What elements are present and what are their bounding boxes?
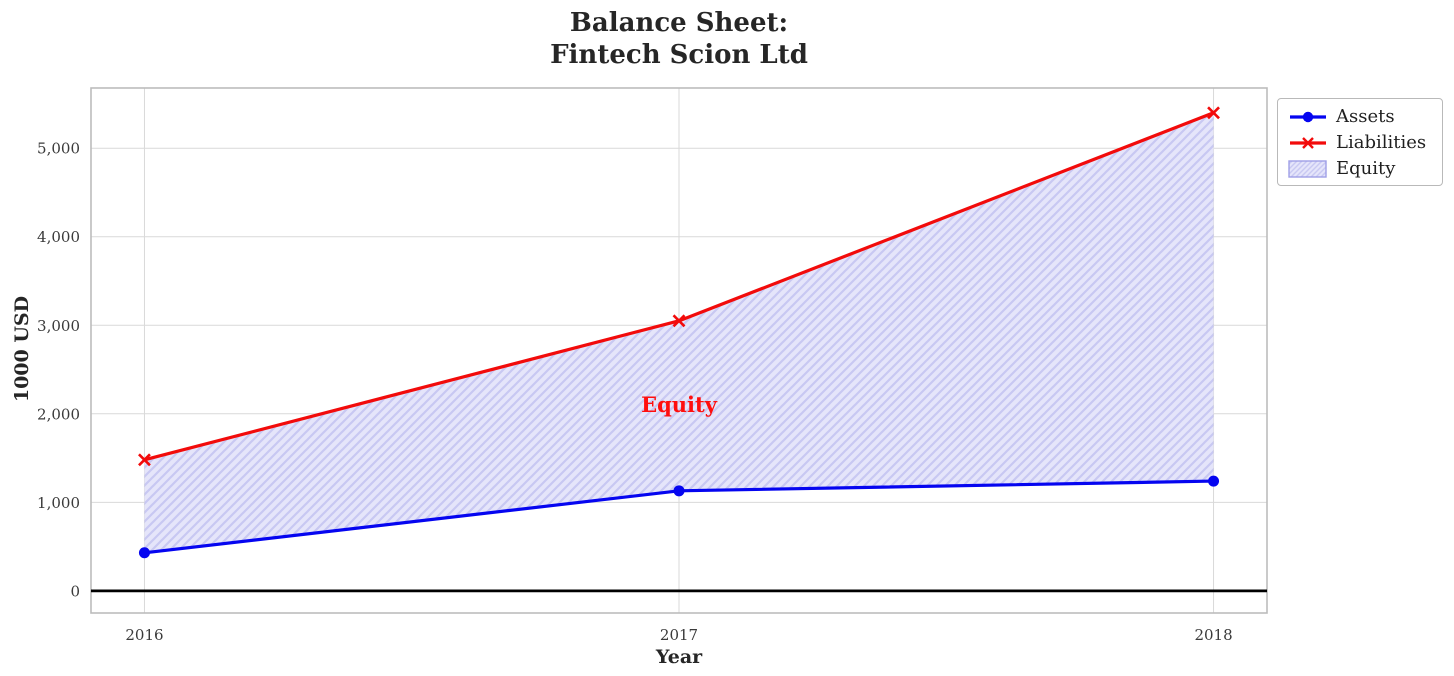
marker-assets <box>673 485 685 497</box>
y-tick-label: 2,000 <box>37 405 80 423</box>
legend-item-equity: Equity <box>1288 156 1432 182</box>
liabilities-line-icon <box>1290 137 1326 149</box>
equity-hatch-swatch-icon <box>1288 160 1327 178</box>
equity-fill-area <box>144 112 1214 553</box>
x-axis-label: Year <box>655 646 703 668</box>
chart-title-line1: Balance Sheet: <box>569 8 789 38</box>
y-tick-label: 1,000 <box>37 494 80 512</box>
equity-annotation: Equity <box>641 391 717 417</box>
x-tick-label: 2018 <box>1194 626 1232 644</box>
legend: Assets Liabilities Equity <box>1277 98 1443 186</box>
plot-border <box>90 87 1268 614</box>
marker-assets <box>1208 475 1220 487</box>
legend-item-assets: Assets <box>1288 104 1432 130</box>
chart-title: Balance Sheet: Fintech Scion Ltd <box>91 7 1267 71</box>
y-tick-label: 5,000 <box>37 140 80 158</box>
marker-assets <box>138 547 150 559</box>
x-tick-label: 2016 <box>125 626 163 644</box>
marker-liabilities <box>138 453 151 467</box>
legend-label-assets: Assets <box>1336 106 1395 127</box>
legend-item-liabilities: Liabilities <box>1288 130 1432 156</box>
assets-line-icon <box>1290 111 1326 123</box>
marker-liabilities <box>1207 106 1220 120</box>
marker-liabilities <box>672 314 686 328</box>
legend-label-equity: Equity <box>1336 158 1396 179</box>
y-tick-label: 3,000 <box>37 317 80 335</box>
chart-title-line2: Fintech Scion Ltd <box>550 40 808 70</box>
y-tick-label: 0 <box>70 582 80 600</box>
x-tick-label: 2017 <box>660 626 698 644</box>
legend-label-liabilities: Liabilities <box>1336 132 1427 153</box>
y-tick-label: 4,000 <box>37 228 80 246</box>
